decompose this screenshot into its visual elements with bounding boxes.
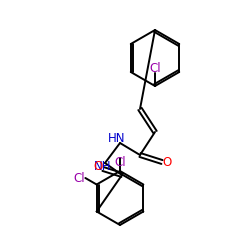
Text: Cl: Cl xyxy=(149,62,161,76)
Text: O: O xyxy=(94,160,103,173)
Text: HN: HN xyxy=(108,132,126,145)
Text: NH: NH xyxy=(94,160,112,173)
Text: Cl: Cl xyxy=(74,172,85,184)
Text: Cl: Cl xyxy=(114,156,126,170)
Text: O: O xyxy=(162,156,172,168)
